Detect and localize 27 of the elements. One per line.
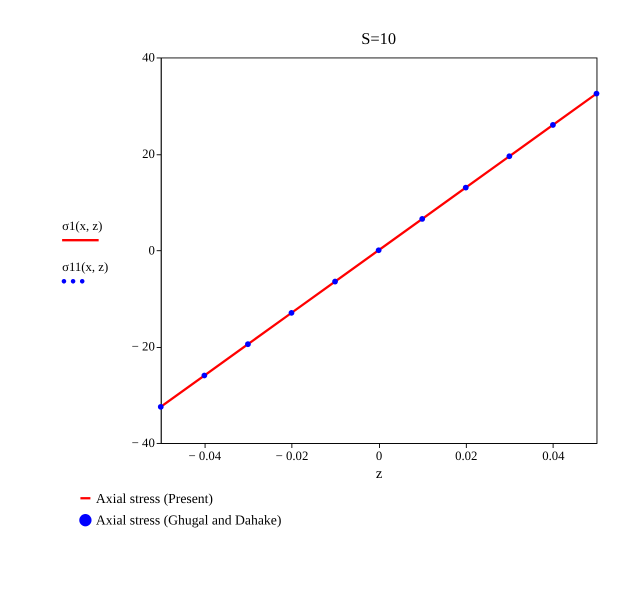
x-axis-title: z — [376, 466, 383, 482]
legend-label: Axial stress (Present) — [96, 490, 214, 506]
text: σ11(x, z) — [62, 260, 108, 274]
point — [245, 341, 251, 348]
x-tick-label: − 0.02 — [276, 448, 308, 463]
x-tick-label: 0.04 — [542, 448, 566, 463]
point — [158, 404, 164, 410]
point — [201, 372, 208, 378]
point — [594, 90, 600, 97]
point — [506, 153, 512, 160]
y-tick-label: 40 — [142, 50, 155, 65]
point — [462, 184, 469, 190]
legend-label: Axial stress (Ghugal and Dahake) — [96, 512, 282, 528]
point — [332, 278, 338, 284]
text: σ1(x, z) — [62, 219, 102, 234]
x-tick-label: 0 — [376, 448, 382, 463]
point — [376, 247, 382, 254]
point — [419, 216, 426, 222]
chart-title: S=10 — [361, 28, 396, 48]
y-tick-label: − 40 — [132, 436, 155, 450]
point — [550, 122, 556, 128]
y-tick-label: 20 — [142, 146, 155, 161]
y-tick-label: − 20 — [132, 340, 155, 354]
y-tick-label: 0 — [148, 243, 155, 258]
x-tick-label: − 0.04 — [188, 448, 222, 463]
x-tick-label: 0.02 — [455, 448, 478, 463]
point — [288, 310, 294, 316]
